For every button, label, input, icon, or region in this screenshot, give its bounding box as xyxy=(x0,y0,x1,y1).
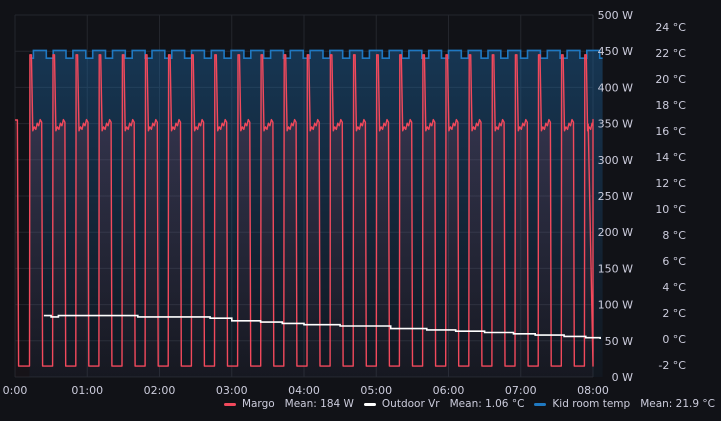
y-left-tick-label: 250 W xyxy=(598,190,633,203)
y-left-tick-label: 100 W xyxy=(598,299,633,312)
y-left-tick-label: 300 W xyxy=(598,154,633,167)
y-right-tick-label: 14 °C xyxy=(655,151,686,164)
x-tick-label: 02:00 xyxy=(144,384,176,397)
legend-swatch-margo xyxy=(223,402,236,406)
x-tick-label: 06:00 xyxy=(433,384,465,397)
legend-label-kid-room: Kid room temp xyxy=(552,398,631,410)
y-left-tick-label: 50 W xyxy=(605,335,633,348)
outdoor-temp-line xyxy=(43,314,601,339)
margo-line xyxy=(15,54,594,367)
legend-item-kid-room[interactable]: Kid room temp Mean: 21.9 °C xyxy=(534,398,715,410)
y-left-tick-label: 450 W xyxy=(598,45,633,58)
y-right-tick-label: 18 °C xyxy=(655,99,686,112)
legend: Margo Mean: 184 W Outdoor Vr Mean: 1.06 … xyxy=(0,398,721,410)
legend-swatch-outdoor xyxy=(363,402,376,406)
x-tick-label: 03:00 xyxy=(216,384,248,397)
legend-item-margo[interactable]: Margo Mean: 184 W xyxy=(223,398,354,410)
kid-room-temp-line xyxy=(29,49,603,59)
margo-area xyxy=(15,54,593,378)
legend-swatch-kid-room xyxy=(534,402,547,406)
y-right-tick-label: 2 °C xyxy=(662,307,686,320)
legend-item-outdoor[interactable]: Outdoor Vr Mean: 1.06 °C xyxy=(363,398,525,410)
series-fills xyxy=(15,50,603,378)
y-left-tick-label: 350 W xyxy=(598,118,633,131)
x-tick-label: 01:00 xyxy=(71,384,103,397)
legend-mean-outdoor: Mean: 1.06 °C xyxy=(449,398,525,410)
legend-mean-kid-room: Mean: 21.9 °C xyxy=(640,398,715,410)
x-tick-label: 05:00 xyxy=(360,384,392,397)
y-right-tick-label: 6 °C xyxy=(662,255,686,268)
y-right-tick-label: 12 °C xyxy=(655,177,686,190)
y-right-tick-label: 16 °C xyxy=(655,125,686,138)
y-left-tick-label: 400 W xyxy=(598,81,633,94)
y-right-tick-label: 22 °C xyxy=(655,47,686,60)
y-left-tick-label: 0 W xyxy=(612,371,633,384)
x-tick-label: 0:00 xyxy=(3,384,28,397)
legend-label-margo: Margo xyxy=(241,398,275,410)
y-right-tick-label: 8 °C xyxy=(662,229,686,242)
axis-ticks: 0 W 50 W 100 W 150 W 200 W 250 W 300 W 350 W 400… xyxy=(3,9,687,397)
y-right-tick-label: -2 °C xyxy=(658,359,686,372)
y-right-tick-label: 0 °C xyxy=(662,333,686,346)
y-left-tick-label: 500 W xyxy=(598,9,633,22)
y-right-tick-label: 20 °C xyxy=(655,73,686,86)
y-right-tick-label: 4 °C xyxy=(662,281,686,294)
legend-label-outdoor: Outdoor Vr xyxy=(381,398,440,410)
x-tick-label: 04:00 xyxy=(288,384,320,397)
legend-mean-margo: Mean: 184 W xyxy=(284,398,354,410)
x-tick-label: 07:00 xyxy=(505,384,537,397)
y-right-tick-label: 24 °C xyxy=(655,21,686,34)
y-left-tick-label: 200 W xyxy=(598,226,633,239)
y-right-tick-label: 10 °C xyxy=(655,203,686,216)
y-left-tick-label: 150 W xyxy=(598,262,633,275)
series-lines xyxy=(15,49,603,367)
x-tick-label: 08:00 xyxy=(577,384,609,397)
